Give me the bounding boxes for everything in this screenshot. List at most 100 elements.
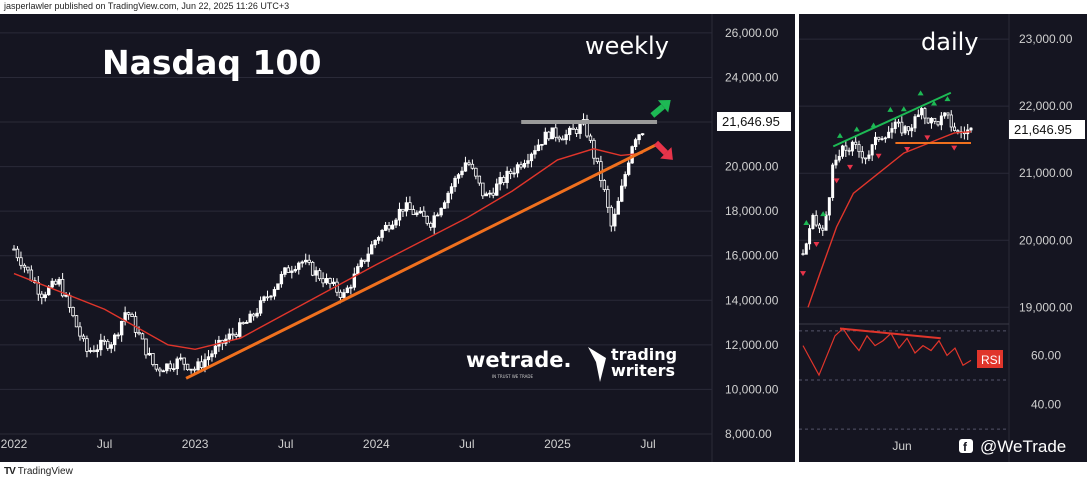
candle [460,170,464,176]
candle [231,333,235,336]
candle [864,157,868,160]
weekly-chart-panel[interactable]: 26,000.0024,000.0022,000.0020,000.0018,0… [0,14,795,462]
candle [817,224,821,229]
candle [165,363,169,372]
candle [168,363,172,370]
candle [22,264,27,268]
daily-chart-svg[interactable]: 23,000.00 22,000.00 21,000.00 20,000.00 19,0… [799,14,1087,462]
rsi-divergence-line [839,327,941,340]
candle [244,321,249,324]
candle [640,133,645,136]
down-fractal-icon [875,153,882,159]
candle [408,202,412,210]
down-fractal-icon [951,145,958,151]
candle [857,144,861,153]
candle [40,293,44,299]
candle [453,177,457,188]
candle [422,210,426,217]
candle [854,141,858,145]
candle [557,136,561,140]
candle [574,129,579,134]
y-tick-label: 16,000.00 [725,249,779,263]
candle [870,144,874,156]
candle [290,270,294,273]
candle [373,239,377,246]
candle [824,214,828,231]
trading-writers-mark-icon [588,347,606,382]
candle [519,164,523,168]
candle [116,334,120,337]
x-tick-label: 2022 [1,437,28,451]
daily-last-price-label: 21,646.95 [1009,120,1085,139]
candle [425,215,429,224]
candle [182,357,186,365]
svg-text:f: f [963,440,968,454]
candle [78,326,82,337]
candle [505,170,509,183]
candle [867,154,871,159]
social-handle[interactable]: f @WeTrade [959,437,1066,456]
candle [606,189,610,208]
candle [887,131,891,139]
weekly-label: weekly [585,32,669,60]
candle [435,214,440,217]
x-tick-label: Jul [278,437,293,451]
daily-chart-panel[interactable]: 23,000.00 22,000.00 21,000.00 20,000.00 19,0… [799,14,1087,462]
weekly-chart-svg[interactable]: 26,000.0024,000.0022,000.0020,000.0018,0… [0,14,795,462]
candle [113,334,117,346]
candle [477,175,482,184]
candle [613,213,617,227]
candle [307,259,311,263]
candle [29,269,34,282]
candle [526,160,530,164]
candle [130,313,134,317]
candle [53,280,58,285]
candle [588,135,593,141]
candle [147,352,152,356]
up-fractal-icon [944,96,951,102]
candle [106,340,110,349]
candle [151,352,155,365]
candle [324,278,329,284]
candle [293,269,297,272]
candle [349,286,353,289]
down-fractal-icon [904,147,911,153]
candle [19,257,23,266]
candle [550,127,554,140]
y-tick-label: 18,000.00 [725,204,779,218]
up-fractal-icon [803,220,810,226]
candle [314,270,318,276]
candle [50,280,54,288]
daily-candles [801,106,973,256]
candle [564,134,568,141]
daily-moving-average [807,130,972,308]
candle [637,134,641,141]
candle [304,259,308,263]
candle [345,287,350,294]
candle [897,121,901,124]
svg-text:21,646.95: 21,646.95 [722,114,780,129]
candle [491,192,495,196]
candle [883,137,887,140]
candle [916,114,920,118]
candle [933,117,937,122]
rsi-line [802,327,972,377]
candle [383,224,388,231]
candle [540,143,544,146]
candle [310,261,315,276]
candle [404,202,409,212]
candle [449,186,454,194]
candle [338,291,343,298]
svg-text:21,646.95: 21,646.95 [1014,122,1072,137]
down-fractal-icon [847,164,854,170]
candle [213,345,218,355]
daily-grid [799,14,1010,462]
candle [269,295,273,298]
candle [140,333,145,340]
candle [26,266,30,271]
candle [585,119,589,137]
candle [808,228,812,245]
candle [893,121,897,129]
candle [804,243,808,255]
up-fractal-icon [900,106,907,112]
